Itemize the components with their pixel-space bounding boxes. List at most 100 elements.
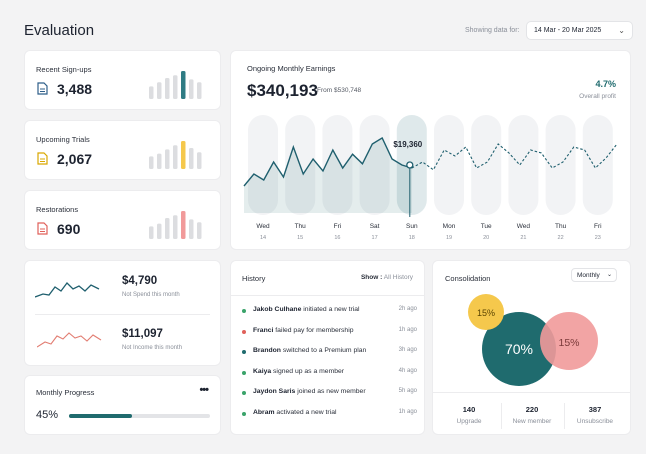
history-text: Kaiya signed up as a member: [253, 368, 344, 375]
date-range-value: 14 Mar - 20 Mar 2025: [534, 27, 602, 34]
spend-income-card: $4,790 Not Spend this month $11,097 Not …: [24, 260, 221, 366]
bubble-yellow: [468, 294, 504, 330]
history-card: History Show : All History Jakob Culhane…: [230, 260, 425, 435]
chart-date-label: 17: [371, 235, 378, 241]
divider: [564, 403, 565, 429]
period-select[interactable]: Monthly ⌄: [571, 268, 617, 282]
history-item[interactable]: Kaiya signed up as a member 4h ago: [242, 368, 417, 380]
progress-title: Monthly Progress: [36, 388, 95, 397]
chart-date-label: 18: [408, 235, 415, 241]
new-member-label: New member: [512, 418, 552, 425]
mini-bar-chart: [149, 211, 202, 239]
income-value: $11,097: [122, 328, 163, 340]
period-value: Monthly: [577, 272, 600, 279]
bubble-chart: 70% 15% 15%: [468, 294, 598, 386]
chart-date-label: 22: [557, 235, 564, 241]
mini-bar: [197, 222, 202, 239]
history-action: initiated a new trial: [303, 306, 360, 313]
status-dot: [242, 370, 246, 375]
mini-bar: [165, 78, 170, 99]
unsubscribe-count: 387: [588, 405, 602, 414]
bubble-label: 15%: [558, 337, 579, 349]
history-action: signed up as a member: [273, 367, 345, 375]
history-text: Jaydon Saris joined as new member: [253, 388, 366, 395]
profit-percent: 4.7%: [595, 79, 616, 89]
stat-label: Restorations: [36, 205, 79, 214]
chart-column: [471, 115, 502, 215]
mini-bar: [181, 211, 186, 239]
chart-day-label: Sat: [369, 223, 380, 230]
chart-day-label: Fri: [333, 223, 342, 230]
history-item[interactable]: Brandon switched to a Premium plan 3h ago: [242, 347, 417, 359]
new-member-count: 220: [525, 405, 539, 414]
history-item[interactable]: Franci failed pay for membership 1h ago: [242, 327, 417, 339]
mini-bar: [157, 153, 162, 169]
stat-label: Upcoming Trials: [36, 135, 90, 144]
history-text: Jakob Culhane initiated a new trial: [253, 306, 360, 313]
history-item[interactable]: Jakob Culhane initiated a new trial 2h ag…: [242, 306, 417, 318]
date-range-select[interactable]: 14 Mar - 20 Mar 2025 ⌄: [526, 21, 633, 40]
earnings-value: $340,193: [247, 81, 318, 100]
history-action: failed pay for membership: [275, 326, 354, 334]
divider: [501, 403, 502, 429]
history-text: Brandon switched to a Premium plan: [253, 347, 366, 354]
progress-percent: 45%: [36, 409, 59, 421]
chart-date-label: 19: [445, 235, 453, 241]
mini-bar-chart: [149, 71, 202, 99]
earnings-actual-line: [243, 136, 413, 187]
mini-bar: [189, 148, 194, 169]
earnings-title: Ongoing Monthly Earnings: [247, 64, 336, 73]
chart-day-label: Thu: [294, 223, 306, 230]
document-icon: [37, 152, 48, 165]
status-dot: [242, 350, 246, 354]
bubble-label: 15%: [477, 308, 495, 318]
history-time: 3h ago: [398, 347, 417, 353]
progress-track: [69, 414, 210, 418]
marker-dot[interactable]: [406, 161, 414, 169]
chart-day-label: Fri: [594, 223, 602, 230]
mini-bar: [149, 86, 154, 99]
history-user: Brandon: [253, 347, 281, 354]
mini-bar: [189, 79, 194, 99]
history-time: 1h ago: [398, 326, 417, 333]
history-text: Franci failed pay for membership: [253, 327, 354, 334]
page-title: Evaluation: [24, 22, 95, 39]
stat-label: Recent Sign-ups: [36, 65, 92, 74]
document-icon: [37, 82, 48, 95]
chart-column: [545, 115, 576, 215]
history-action: switched to a Premium plan: [282, 347, 367, 354]
history-item[interactable]: Abram activated a new trial 1h ago: [242, 409, 417, 421]
mini-bar: [157, 223, 162, 239]
chart-column: [434, 115, 464, 215]
history-user: Jakob Culhane: [253, 306, 302, 313]
unsubscribe-label: Unsubscribe: [576, 418, 614, 425]
status-dot: [242, 411, 246, 416]
history-user: Jaydon Saris: [253, 388, 296, 395]
stat-card-restorations: Restorations 690: [24, 190, 221, 250]
history-text: Abram activated a new trial: [253, 409, 337, 416]
filter-value: All History: [383, 274, 413, 281]
mini-bar: [189, 219, 194, 239]
filter-label: Show :: [360, 274, 383, 281]
chart-date-label: 14: [259, 235, 267, 241]
divider: [433, 392, 630, 393]
stat-value: 690: [57, 221, 81, 237]
history-time: 1h ago: [398, 408, 417, 415]
stat-card-signups: Recent Sign-ups 3,488: [24, 50, 221, 110]
stat-value: 3,488: [57, 81, 93, 97]
mini-bar: [149, 226, 154, 239]
divider: [35, 314, 210, 315]
chart-day-label: Wed: [516, 223, 531, 230]
history-filter[interactable]: Show : All History: [361, 274, 413, 281]
more-options-icon[interactable]: •••: [199, 384, 209, 396]
spend-label: Not Spend this month: [122, 292, 180, 298]
history-time: 2h ago: [398, 306, 417, 312]
history-user: Franci: [253, 326, 274, 334]
status-dot: [242, 329, 246, 334]
mini-bar: [149, 156, 154, 169]
history-item[interactable]: Jaydon Saris joined as new member 5h ago: [242, 388, 417, 400]
chart-column: [322, 115, 353, 215]
chart-date-label: 23: [594, 235, 601, 241]
mini-bar: [181, 71, 186, 99]
showing-data-label: Showing data for:: [465, 27, 520, 34]
